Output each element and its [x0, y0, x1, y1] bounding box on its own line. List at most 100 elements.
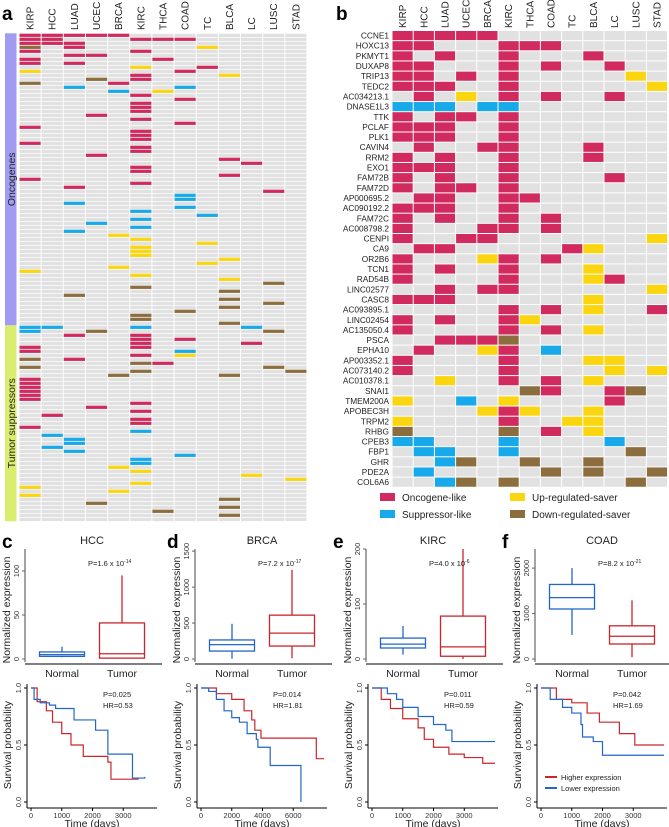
heatmap-cell-empty: [263, 421, 285, 426]
heatmap-cell-empty: [130, 85, 152, 90]
heatmap-cell-empty: [218, 501, 240, 506]
heatmap-cell-empty: [152, 121, 174, 126]
heatmap-cell-empty: [174, 465, 196, 470]
heatmap-cell-empty: [519, 345, 540, 355]
heatmap-cell-suppressor-like: [130, 209, 152, 213]
heatmap-cell-empty: [19, 469, 41, 474]
heatmap-cell-empty: [63, 261, 85, 266]
gene-label: TMEM200A: [345, 396, 389, 406]
heatmap-cell-empty: [19, 297, 41, 302]
heatmap-cell-empty: [174, 509, 196, 514]
heatmap-cell-empty: [41, 233, 63, 238]
heatmap-cell-empty: [19, 105, 41, 110]
heatmap-cell-suppressor-like: [19, 329, 41, 333]
p-value-exponent: -6: [465, 559, 470, 565]
heatmap-cell-oncogene-like: [604, 61, 625, 71]
heatmap-cell-empty: [63, 241, 85, 246]
p-value: P=0.014: [273, 690, 301, 699]
heatmap-cell-empty: [241, 105, 263, 110]
heatmap-cell-empty: [19, 465, 41, 470]
heatmap-cell-empty: [583, 91, 604, 102]
heatmap-cell-empty: [41, 333, 63, 338]
heatmap-cell-empty: [477, 112, 498, 122]
heatmap-cell-empty: [19, 229, 41, 234]
heatmap-cell-empty: [218, 489, 240, 494]
heatmap-cell-empty: [85, 497, 108, 502]
heatmap-cell-empty: [263, 309, 285, 314]
heatmap-cell-empty: [63, 501, 85, 506]
heatmap-cell-empty: [152, 117, 174, 122]
heatmap-cell-empty: [196, 341, 218, 346]
heatmap-cell-oncogene-like: [241, 161, 263, 165]
column-header-luad: LUAD: [70, 3, 81, 30]
heatmap-cell-empty: [583, 162, 604, 173]
heatmap-cell-empty: [263, 157, 285, 162]
heatmap-cell-empty: [625, 315, 646, 325]
heatmap-cell-empty: [434, 254, 456, 264]
heatmap-cell-empty: [241, 113, 263, 118]
heatmap-cell-empty: [434, 223, 456, 233]
heatmap-cell-empty: [196, 461, 218, 466]
heatmap-cell-empty: [583, 345, 604, 355]
heatmap-cell-empty: [196, 193, 218, 198]
heatmap-cell-empty: [646, 406, 668, 416]
heatmap-cell-oncogene-like: [477, 284, 498, 294]
heatmap-cell-empty: [174, 293, 196, 298]
heatmap-cell-empty: [263, 229, 285, 234]
heatmap-cell-oncogene-like: [19, 389, 41, 393]
heatmap-cell-empty: [263, 313, 285, 318]
gene-label: RRM2: [365, 152, 389, 162]
heatmap-cell-empty: [152, 405, 174, 410]
heatmap-cell-empty: [263, 33, 285, 38]
heatmap-cell-empty: [625, 81, 646, 91]
x-tick-label: 1000: [394, 811, 411, 820]
heatmap-cell-empty: [41, 509, 63, 514]
heatmap-cell-empty: [646, 355, 668, 365]
heatmap-cell-empty: [263, 121, 285, 126]
heatmap-cell-oncogene-like: [498, 142, 519, 152]
heatmap-cell-empty: [130, 449, 152, 454]
heatmap-cell-empty: [413, 183, 434, 193]
heatmap-cell-empty: [152, 169, 174, 174]
heatmap-cell-empty: [108, 85, 130, 90]
heatmap-cell-empty: [108, 325, 130, 330]
heatmap-cell-empty: [108, 497, 130, 502]
heatmap-cell-empty: [413, 264, 434, 274]
heatmap-cell-empty: [604, 31, 625, 41]
heatmap-cell-empty: [41, 329, 63, 334]
column-header-coad: COAD: [181, 1, 192, 30]
heatmap-cell-empty: [85, 397, 108, 402]
heatmap-cell-empty: [196, 101, 218, 106]
heatmap-cell-empty: [41, 85, 63, 90]
heatmap-cell-empty: [477, 264, 498, 274]
y-tick-label: 200: [353, 543, 362, 556]
gene-label: CA9: [373, 244, 390, 254]
heatmap-cell-empty: [604, 132, 625, 142]
heatmap-cell-empty: [263, 493, 285, 498]
heatmap-cell-empty: [63, 377, 85, 382]
gene-label: DNASE1L3: [347, 102, 390, 112]
heatmap-cell-empty: [63, 141, 85, 146]
heatmap-cell-empty: [174, 269, 196, 274]
heatmap-cell-empty: [241, 277, 263, 282]
heatmap-cell-empty: [604, 294, 625, 305]
heatmap-cell-empty: [434, 345, 456, 355]
heatmap-cell-empty: [196, 453, 218, 458]
heatmap-cell-empty: [130, 389, 152, 394]
group-label-oncogenes: Oncogenes: [6, 152, 18, 206]
heatmap-cell-empty: [196, 365, 218, 370]
heatmap-cell-empty: [174, 145, 196, 150]
heatmap-cell-empty: [263, 137, 285, 142]
heatmap-cell-oncogene-like: [130, 109, 152, 113]
heatmap-cell-empty: [540, 406, 562, 416]
heatmap-cell-empty: [152, 45, 174, 50]
heatmap-cell-empty: [263, 241, 285, 246]
heatmap-cell-empty: [108, 161, 130, 166]
heatmap-cell-empty: [263, 81, 285, 86]
heatmap-cell-empty: [285, 121, 307, 126]
heatmap-cell-empty: [263, 213, 285, 218]
heatmap-cell-empty: [174, 273, 196, 278]
heatmap-cell-up-regulated-saver: [583, 325, 604, 335]
heatmap-cell-empty: [41, 129, 63, 134]
heatmap-cell-empty: [562, 284, 583, 294]
